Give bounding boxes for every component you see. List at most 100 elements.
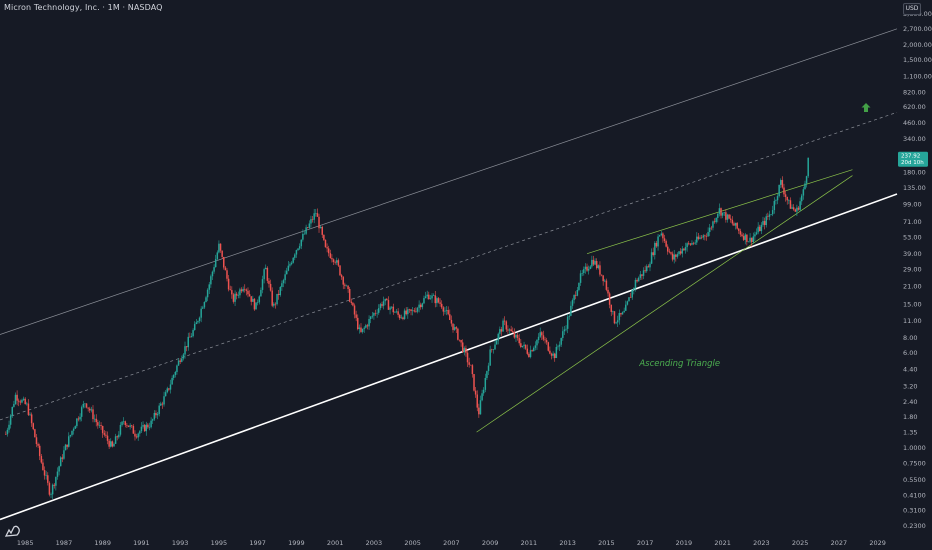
candle-body: [584, 266, 587, 270]
candle-body: [657, 236, 659, 247]
upper-channel-trendline[interactable]: [0, 28, 898, 335]
candle-body: [339, 265, 341, 276]
candle-body: [371, 315, 374, 317]
candle-body: [600, 274, 603, 276]
candle-body: [258, 296, 261, 303]
candle-body: [79, 416, 81, 420]
candle-body: [150, 420, 152, 428]
candle-body: [610, 304, 612, 312]
candle-body: [357, 317, 359, 330]
candle-body: [549, 350, 551, 354]
candle-body: [503, 320, 506, 322]
candle-body: [321, 226, 323, 235]
candle-body: [219, 243, 222, 251]
candle-body: [61, 457, 64, 459]
candle-body: [673, 254, 675, 260]
candle-body: [465, 348, 467, 353]
candle-body: [303, 233, 306, 235]
candle-body: [284, 274, 286, 281]
candle-body: [494, 344, 496, 350]
candle-body: [439, 302, 441, 304]
price-tick-label: 99.00: [903, 200, 922, 208]
candle-body: [248, 294, 251, 297]
candle-body: [126, 424, 128, 426]
price-tick-label: 1,100.00: [903, 73, 932, 81]
candle-body: [213, 267, 215, 272]
candle-body: [581, 273, 583, 274]
candle-body: [639, 274, 642, 278]
candle-body: [781, 180, 784, 188]
candle-body: [298, 246, 301, 249]
candle-body: [187, 336, 189, 348]
price-tick-label: 0.5500: [903, 476, 926, 484]
candle-body: [266, 267, 269, 281]
candle-body: [324, 239, 327, 248]
support-trendline[interactable]: [0, 193, 898, 521]
candle-body: [529, 350, 532, 358]
candle-body: [460, 340, 462, 343]
candle-body: [182, 354, 185, 359]
candle-body: [583, 269, 585, 274]
mid-channel-trendline[interactable]: [0, 111, 898, 421]
candle-body: [586, 266, 588, 271]
candle-body: [295, 250, 298, 255]
candle-body: [355, 314, 357, 318]
candle-body: [252, 298, 254, 302]
candle-body: [66, 444, 68, 447]
pattern-annotation[interactable]: Ascending Triangle: [638, 359, 720, 369]
candle-body: [618, 313, 621, 321]
candle-body: [71, 430, 73, 435]
candle-body: [411, 310, 414, 312]
candle-body: [534, 345, 537, 348]
symbol-title[interactable]: Micron Technology, Inc. · 1M · NASDAQ: [4, 3, 163, 12]
candle-body: [332, 259, 335, 263]
price-axis[interactable]: 3,600.002,700.002,000.001,500.001,100.00…: [903, 10, 932, 530]
candle-body: [129, 425, 131, 427]
candle-body: [402, 317, 404, 320]
candle-body: [558, 344, 561, 347]
candle-body: [660, 233, 663, 236]
candle-body: [631, 289, 633, 298]
time-tick-label: 2029: [869, 539, 886, 547]
candle-body: [313, 213, 315, 220]
tradingview-logo-icon[interactable]: [4, 522, 21, 541]
candle-body: [523, 344, 525, 346]
candle-body: [387, 300, 390, 310]
candle-body: [539, 332, 541, 337]
time-tick-label: 1989: [94, 539, 111, 547]
candle-body: [553, 353, 556, 359]
candle-body: [636, 279, 638, 282]
candle-body: [484, 377, 487, 390]
candle-body: [218, 243, 220, 253]
candle-body: [289, 264, 291, 266]
candle-body: [754, 234, 756, 237]
candle-body: [405, 310, 407, 315]
candle-body: [336, 260, 338, 263]
candle-body: [710, 227, 713, 229]
candle-body: [697, 236, 700, 239]
candle-body: [164, 392, 167, 397]
candle-body: [58, 466, 60, 472]
candle-body: [578, 282, 580, 290]
candle-body: [544, 339, 546, 341]
candle-body: [579, 273, 582, 283]
currency-button[interactable]: USD: [903, 3, 921, 15]
candle-body: [799, 201, 801, 210]
candle-body: [381, 304, 383, 306]
candle-body: [736, 222, 738, 229]
triangle-lower-trendline[interactable]: [476, 175, 853, 433]
candle-body: [121, 421, 123, 426]
candle-body: [181, 358, 183, 362]
price-tick-label: 11.00: [903, 317, 922, 325]
candle-body: [348, 288, 351, 302]
candle-body: [497, 333, 499, 341]
time-axis[interactable]: 1985 1987 1989 1991 1993 1995 1997 1999 2001 2003…: [17, 539, 886, 547]
candle-body: [800, 195, 803, 202]
candle-body: [185, 346, 188, 348]
trendlines-layer: [0, 28, 898, 521]
candle-body: [599, 265, 601, 275]
candle-body: [206, 289, 209, 298]
candle-body: [641, 274, 643, 276]
